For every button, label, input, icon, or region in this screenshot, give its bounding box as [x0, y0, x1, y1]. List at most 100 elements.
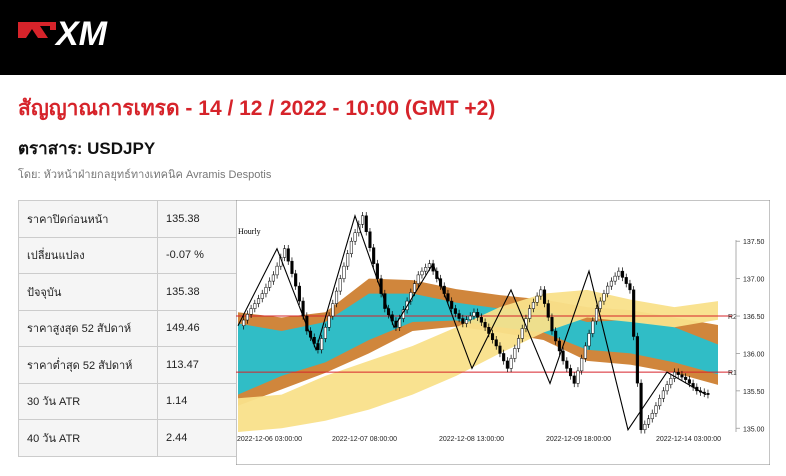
candle-body	[535, 295, 539, 303]
stats-row: 30 วัน ATR 1.14	[18, 382, 237, 420]
xm-logo-icon[interactable]: XM	[16, 12, 136, 52]
candle-body	[360, 215, 365, 225]
candle-body	[260, 293, 264, 299]
candle-body	[353, 232, 357, 242]
candle-body	[479, 317, 483, 323]
stats-value: 135.38	[157, 200, 237, 238]
candle-body	[346, 253, 350, 267]
candle-body	[368, 231, 372, 248]
stats-value: 135.38	[157, 273, 237, 311]
candle-body	[331, 303, 335, 317]
candle-body	[349, 240, 353, 254]
candle-body	[658, 398, 662, 407]
candle-body	[290, 260, 294, 274]
candle-body	[591, 320, 595, 334]
candle-body	[684, 376, 688, 380]
y-tick-label: 137.50	[743, 239, 765, 246]
candle-body	[665, 384, 669, 392]
stats-label: 30 วัน ATR	[18, 382, 158, 420]
instrument-label: ตราสาร: USDJPY	[18, 139, 156, 158]
candle-body	[412, 283, 417, 293]
candle-body	[427, 263, 431, 268]
candle-body	[546, 303, 550, 318]
candle-body	[554, 330, 558, 342]
candle-body	[420, 270, 424, 276]
candle-body	[338, 278, 342, 292]
candle-body	[680, 374, 684, 378]
stats-label: ราคาปิดก่อนหน้า	[18, 200, 158, 238]
candle-body	[424, 267, 428, 272]
candle-body	[461, 318, 465, 324]
candle-body	[561, 350, 565, 362]
price-chart: R2 R1 137.50 137.00 136.50 136.00 135.50 135.00…	[236, 200, 770, 465]
stats-row: ราคาปิดก่อนหน้า 135.38	[18, 200, 237, 238]
candle-body	[646, 418, 651, 425]
candle-body	[327, 315, 331, 328]
x-tick-label: 2022-12-09 18:00:00	[546, 436, 611, 443]
candle-body	[609, 280, 613, 287]
candle-body	[628, 283, 632, 291]
stats-value: -0.07 %	[157, 236, 237, 274]
yellow-band	[238, 289, 718, 432]
brand-text: XM	[54, 15, 108, 52]
stats-label: เปลี่ยนแปลง	[18, 236, 158, 274]
stats-label: ปัจจุบัน	[18, 273, 158, 311]
candle-body	[587, 333, 591, 347]
stats-row: 40 วัน ATR 2.44	[18, 419, 237, 457]
candle-body	[598, 300, 602, 309]
y-tick-label: 135.00	[743, 426, 765, 433]
candle-body	[576, 370, 580, 384]
candle-body	[594, 308, 599, 322]
y-tick-label: 137.00	[743, 277, 765, 284]
x-tick-label: 2022-12-06 03:00:00	[237, 436, 302, 443]
candle-body	[528, 308, 532, 319]
candle-body	[323, 327, 327, 339]
level-label: R2	[728, 314, 737, 321]
candle-body	[502, 353, 506, 362]
candle-body	[256, 298, 261, 304]
stats-value: 149.46	[157, 309, 237, 347]
candle-body	[550, 317, 554, 332]
candle-body	[468, 315, 472, 321]
candle-body	[635, 336, 639, 384]
stats-value: 2.44	[157, 419, 237, 457]
candle-body	[516, 338, 521, 349]
stats-row: ปัจจุบัน 135.38	[18, 273, 237, 311]
candle-body	[706, 393, 710, 395]
candle-body	[542, 289, 547, 304]
candle-body	[472, 312, 476, 317]
candle-body	[654, 405, 658, 414]
candle-body	[624, 277, 628, 284]
candle-body	[450, 300, 454, 309]
x-tick-label: 2022-12-08 13:00:00	[439, 436, 504, 443]
candle-body	[282, 248, 287, 258]
candle-body	[509, 358, 513, 369]
candle-body	[639, 382, 643, 431]
author-line: โดย: หัวหน้าฝ่ายกลยุทธ์ทางเทคนิค Avramis…	[18, 169, 272, 181]
candle-body	[572, 375, 576, 384]
level-label: R1	[728, 370, 737, 377]
candle-body	[264, 287, 268, 294]
stats-label: ราคาต่ำสุด 52 สัปดาห์	[18, 346, 158, 384]
candle-body	[583, 345, 587, 359]
candle-body	[661, 390, 665, 399]
candle-body	[602, 293, 606, 302]
x-tick-label: 2022-12-14 03:00:00	[656, 436, 721, 443]
candle-body	[271, 274, 275, 282]
candle-body	[253, 303, 257, 309]
candle-body	[364, 215, 368, 232]
candle-body	[457, 313, 461, 319]
candle-body	[676, 371, 680, 375]
candle-body	[606, 285, 610, 294]
zigzag-line	[237, 213, 707, 432]
candle-body	[268, 280, 272, 288]
candle-body	[498, 345, 502, 354]
candle-body	[416, 274, 420, 284]
y-tick-label: 135.50	[743, 389, 765, 396]
candle-body	[565, 360, 569, 369]
stats-label: 40 วัน ATR	[18, 419, 158, 457]
candle-body	[446, 293, 450, 302]
candle-body	[297, 285, 301, 302]
candle-body	[669, 378, 673, 385]
candle-body	[483, 322, 487, 328]
